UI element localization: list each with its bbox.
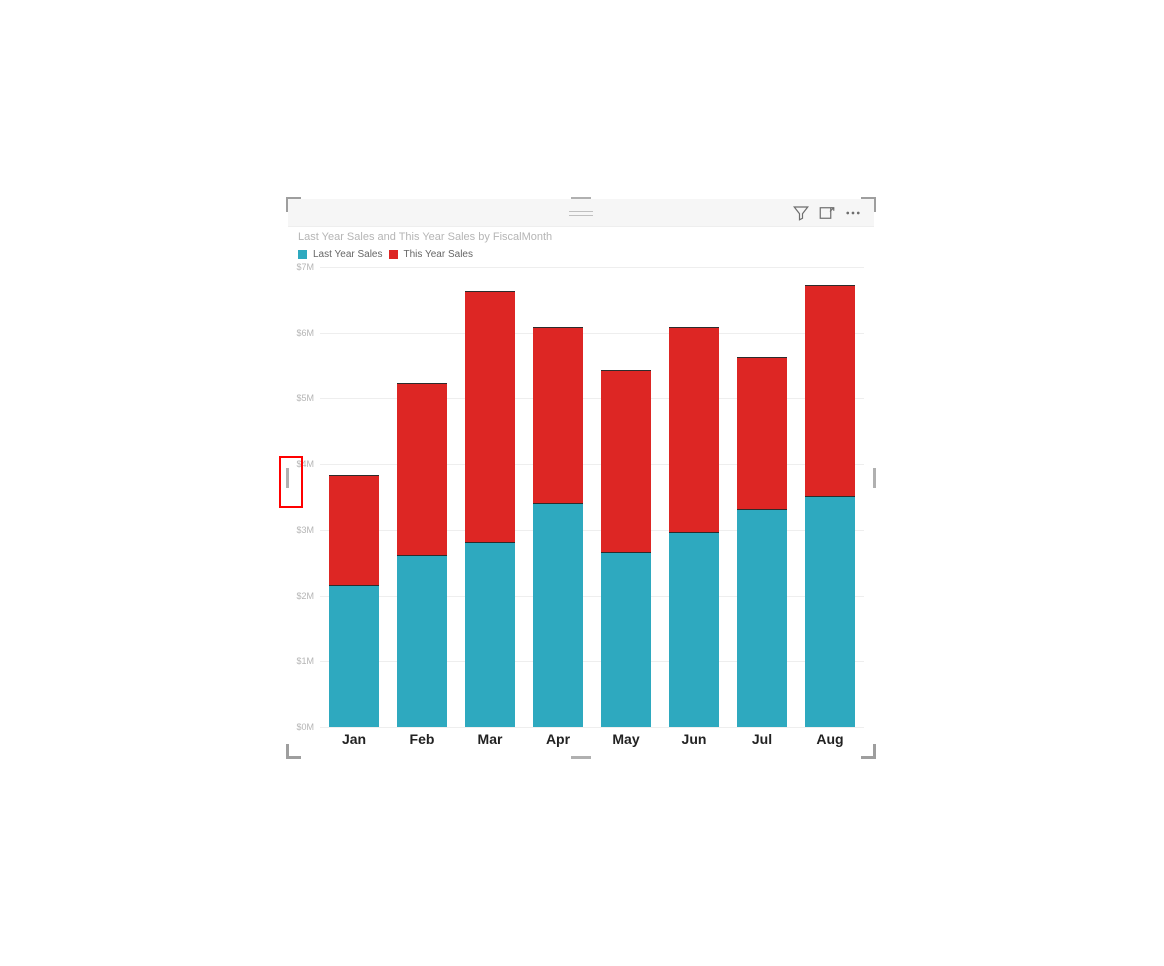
gridline xyxy=(320,267,864,268)
bar-aug[interactable] xyxy=(805,285,855,727)
x-axis-label: Jul xyxy=(752,727,772,747)
chart-plot-area: $0M$1M$2M$3M$4M$5M$6M$7MJanFebMarAprMayJ… xyxy=(320,267,864,727)
x-axis-label: Apr xyxy=(546,727,570,747)
legend-swatch-1 xyxy=(389,250,398,259)
bar-segment[interactable] xyxy=(805,285,855,496)
x-axis-label: Jan xyxy=(342,727,366,747)
resize-handle-right[interactable] xyxy=(873,468,876,488)
y-axis-label: $1M xyxy=(296,656,320,666)
bar-may[interactable] xyxy=(601,370,651,727)
legend-label-1: This Year Sales xyxy=(404,249,474,260)
bar-segment[interactable] xyxy=(397,555,447,727)
resize-handle-bottom[interactable] xyxy=(571,756,591,759)
x-axis-label: Feb xyxy=(410,727,435,747)
y-axis-label: $0M xyxy=(296,722,320,732)
legend-label-0: Last Year Sales xyxy=(313,249,383,260)
y-axis-label: $5M xyxy=(296,393,320,403)
focus-mode-icon[interactable] xyxy=(814,202,840,224)
bar-segment[interactable] xyxy=(737,357,787,509)
y-axis-label: $4M xyxy=(296,459,320,469)
visual-header xyxy=(288,199,874,227)
chart-legend: Last Year Sales This Year Sales xyxy=(298,249,473,260)
bar-segment[interactable] xyxy=(465,291,515,542)
bar-jul[interactable] xyxy=(737,357,787,727)
bar-feb[interactable] xyxy=(397,383,447,727)
bar-segment[interactable] xyxy=(669,327,719,532)
bar-segment[interactable] xyxy=(329,475,379,584)
bar-jan[interactable] xyxy=(329,475,379,727)
resize-handle-left[interactable] xyxy=(286,468,289,488)
x-axis-label: Aug xyxy=(816,727,843,747)
bar-segment[interactable] xyxy=(669,532,719,727)
bar-segment[interactable] xyxy=(329,585,379,727)
bar-segment[interactable] xyxy=(533,503,583,727)
bar-segment[interactable] xyxy=(601,552,651,727)
more-options-icon[interactable] xyxy=(840,202,866,224)
bar-segment[interactable] xyxy=(601,370,651,552)
x-axis-label: Jun xyxy=(682,727,707,747)
filter-icon[interactable] xyxy=(788,202,814,224)
gridline xyxy=(320,727,864,728)
x-axis-label: Mar xyxy=(478,727,503,747)
gridline xyxy=(320,333,864,334)
drag-grip-icon[interactable] xyxy=(569,210,593,216)
bar-mar[interactable] xyxy=(465,291,515,727)
y-axis-label: $7M xyxy=(296,262,320,272)
bar-segment[interactable] xyxy=(737,509,787,727)
bar-segment[interactable] xyxy=(805,496,855,727)
bar-segment[interactable] xyxy=(465,542,515,727)
bar-apr[interactable] xyxy=(533,327,583,727)
resize-handle-bl[interactable] xyxy=(286,744,301,759)
bar-segment[interactable] xyxy=(533,327,583,502)
resize-handle-br[interactable] xyxy=(861,744,876,759)
y-axis-label: $2M xyxy=(296,591,320,601)
chart-title: Last Year Sales and This Year Sales by F… xyxy=(298,231,552,243)
bar-segment[interactable] xyxy=(397,383,447,555)
legend-swatch-0 xyxy=(298,250,307,259)
y-axis-label: $3M xyxy=(296,525,320,535)
bar-jun[interactable] xyxy=(669,327,719,727)
x-axis-label: May xyxy=(612,727,639,747)
visual-container[interactable]: Last Year Sales and This Year Sales by F… xyxy=(288,199,874,757)
y-axis-label: $6M xyxy=(296,328,320,338)
